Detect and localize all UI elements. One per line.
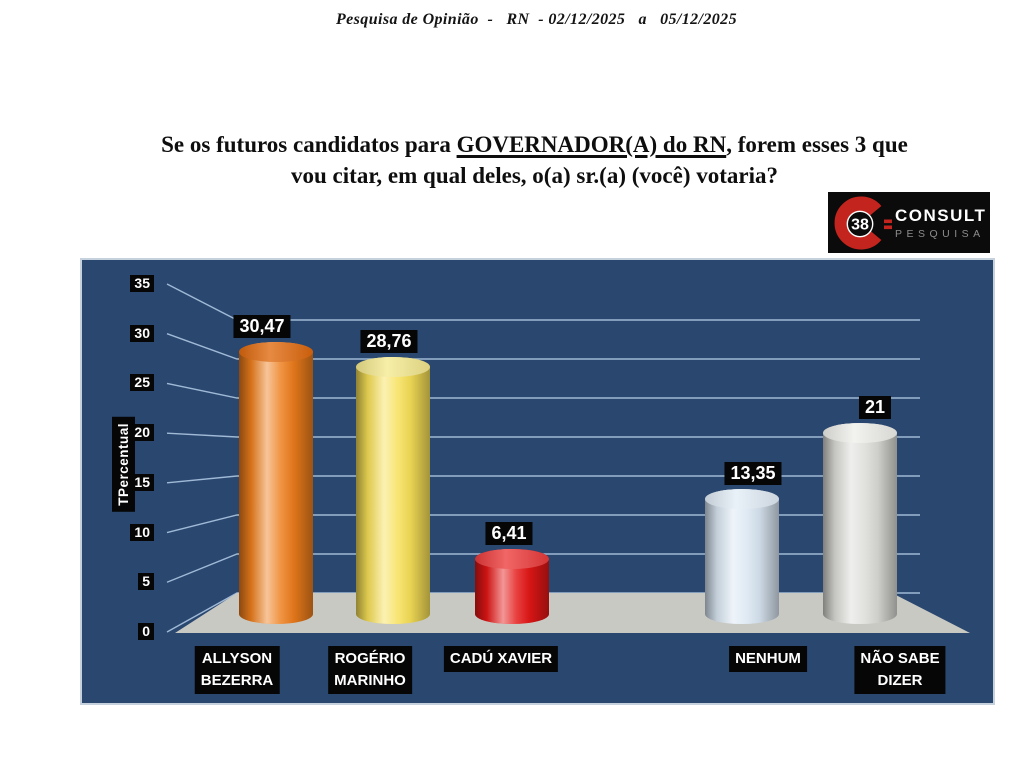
question-text-post: , forem esses 3 que [726,132,908,157]
bar-rog-rio-marinho [356,356,430,624]
logo-bubble-tail [844,234,858,247]
logo-name: CONSULT [895,205,987,225]
bar-top-ellipse [475,548,549,569]
gridline-30 [166,333,920,360]
report-title: Pesquisa de Opinião - RN - 02/12/2025 a … [336,11,737,28]
y-tick-25: 25 [130,374,154,392]
value-label-rog-rio-marinho: 28,76 [360,329,418,353]
y-tick-15: 15 [130,473,154,491]
gridline-15 [166,475,920,484]
bar-top-ellipse [823,423,897,444]
value-label-nenhum: 13,35 [724,462,782,486]
logo-text: CONSULT PESQUISA [895,206,986,240]
chart-panel: TPercentual 0 5 10 15 20 25 30 35 30,47 ALLYSON B… [80,258,995,705]
bar-allyson-bezerra [239,341,313,624]
gridline-5 [166,553,920,583]
logo-c38-icon: 38 [834,196,892,249]
logo-subtitle: PESQUISA [895,227,985,240]
bar-top-ellipse [239,341,313,362]
question-line2: vou citar, em qual deles, o(a) sr.(a) (v… [291,163,778,189]
question-text-pre: Se os futuros candidatos para [161,132,457,157]
bar-top-ellipse [356,356,430,377]
bar-n-o-sabe-dizer [823,423,897,624]
y-tick-5: 5 [138,573,154,591]
gridline-10 [166,514,920,534]
y-tick-20: 20 [130,424,154,442]
bar-shading [356,356,430,624]
y-tick-30: 30 [130,324,154,342]
bar-shading [823,423,897,624]
bar-nenhum [705,489,779,624]
gridline-25 [166,382,920,399]
y-tick-0: 0 [138,623,154,640]
bar-shading [705,489,779,624]
bar-top-ellipse [705,489,779,510]
survey-question: Se os futuros candidatos para GOVERNADOR… [105,129,965,192]
category-label-rog-rio-marinho: ROGÉRIO MARINHO [328,646,412,694]
question-underlined-text: GOVERNADOR(A) do RN [456,132,727,157]
bar-shading [239,341,313,624]
value-label-n-o-sabe-dizer: 21 [858,396,892,420]
y-tick-35: 35 [130,274,154,292]
category-label-allyson-bezerra: ALLYSON BEZERRA [194,646,280,694]
logo-number: 38 [851,216,869,233]
consult-pesquisa-logo: 38 CONSULT PESQUISA [828,192,990,253]
category-label-nenhum: NENHUM [729,646,807,672]
value-label-cad-xavier: 6,41 [485,521,533,545]
value-label-allyson-bezerra: 30,47 [233,314,291,338]
bar-cad-xavier [475,548,549,624]
category-label-n-o-sabe-dizer: NÃO SABE DIZER [854,646,946,694]
category-label-cad-xavier: CADÚ XAVIER [443,646,559,672]
gridline-20 [166,432,920,438]
y-tick-10: 10 [130,523,154,541]
